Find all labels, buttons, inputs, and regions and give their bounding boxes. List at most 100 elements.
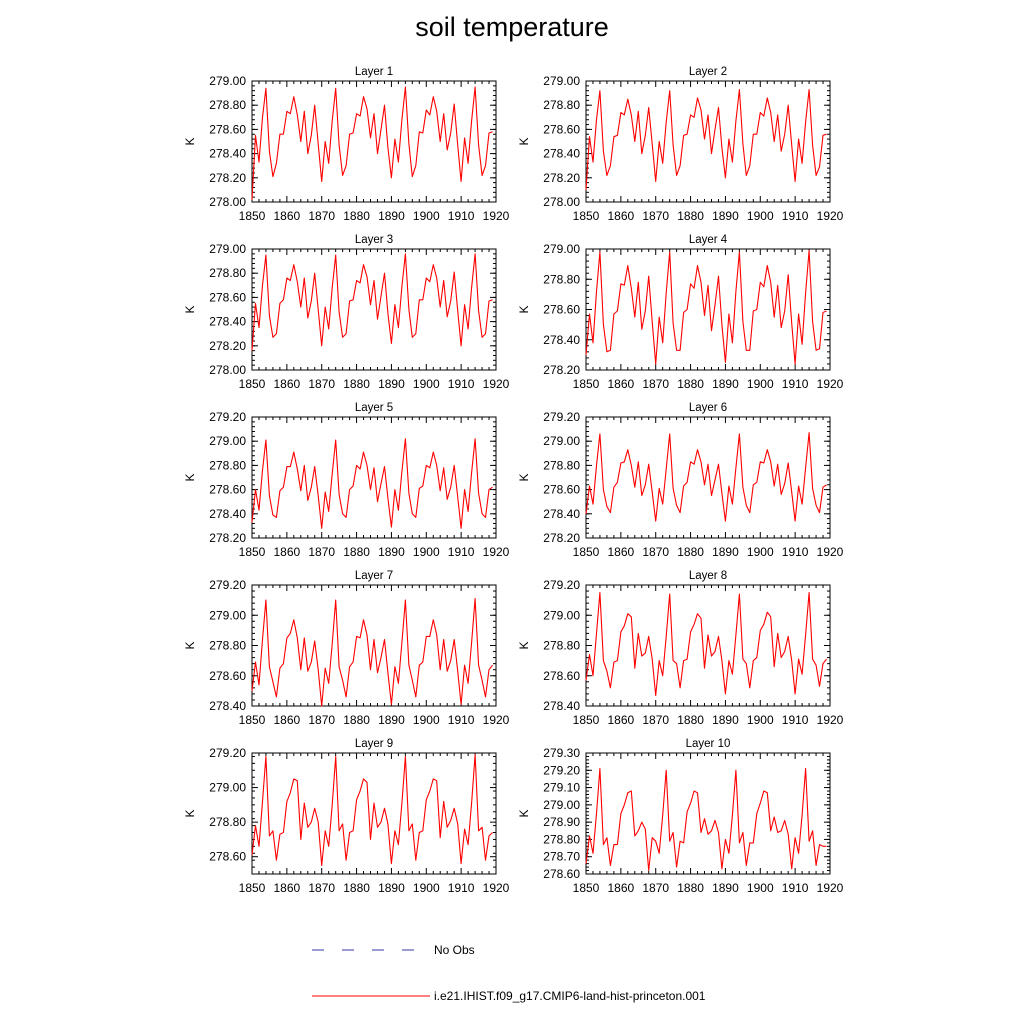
- y-tick-label: 278.40: [543, 333, 580, 347]
- x-tick-label: 1900: [747, 545, 774, 559]
- panel-layer-3: Layer 3 K 1850 1860 1870 1880 1890 1900 1910 1920…: [183, 234, 510, 391]
- x-tick-label: 1860: [608, 377, 635, 391]
- y-axis-label: K: [517, 473, 531, 481]
- y-tick-label: 279.00: [209, 242, 246, 256]
- plot-frame: [585, 584, 831, 707]
- y-tick-label: 278.20: [543, 531, 580, 545]
- x-tick-label: 1910: [782, 881, 809, 895]
- panel-title: Layer 7: [355, 570, 393, 582]
- x-tick-label: 1920: [817, 377, 844, 391]
- y-tick-label: 278.70: [543, 850, 580, 864]
- x-tick-label: 1910: [782, 377, 809, 391]
- x-tick-label: 1880: [343, 377, 370, 391]
- y-tick-label: 278.80: [543, 458, 580, 472]
- series-line: [251, 438, 493, 529]
- panel-layer-8: Layer 8 K 1850 1860 1870 1880 1890 1900 1910 1920…: [517, 570, 844, 727]
- x-tick-label: 1910: [782, 545, 809, 559]
- x-tick-label: 1850: [239, 545, 266, 559]
- x-tick-label: 1920: [817, 209, 844, 223]
- y-tick-label: 278.80: [543, 639, 580, 653]
- x-tick-label: 1910: [448, 881, 475, 895]
- panel-title: Layer 6: [689, 402, 727, 414]
- y-tick-label: 279.00: [209, 608, 246, 622]
- y-tick-label: 279.00: [209, 781, 246, 795]
- y-tick-label: 279.20: [543, 410, 580, 424]
- x-tick-label: 1890: [378, 209, 405, 223]
- x-tick-label: 1910: [782, 209, 809, 223]
- y-tick-label: 278.40: [543, 507, 580, 521]
- x-tick-label: 1880: [677, 713, 704, 727]
- x-tick-label: 1870: [642, 713, 669, 727]
- y-tick-label: 278.60: [543, 483, 580, 497]
- y-tick-label: 279.00: [543, 434, 580, 448]
- y-tick-label: 278.40: [209, 507, 246, 521]
- y-tick-label: 278.80: [209, 458, 246, 472]
- x-tick-label: 1870: [642, 377, 669, 391]
- panel-layer-1: Layer 1 K 1850 1860 1870 1880 1890 1900 1910 1920…: [183, 66, 510, 223]
- panel-layer-4: Layer 4 K 1850 1860 1870 1880 1890 1900 1910 1920…: [517, 234, 844, 391]
- panel-title: Layer 2: [689, 66, 727, 78]
- series-line: [251, 754, 493, 866]
- x-tick-label: 1910: [448, 209, 475, 223]
- x-tick-label: 1900: [413, 377, 440, 391]
- x-tick-label: 1910: [448, 377, 475, 391]
- x-tick-label: 1920: [483, 377, 510, 391]
- y-tick-label: 279.00: [543, 608, 580, 622]
- x-tick-label: 1880: [343, 545, 370, 559]
- x-tick-label: 1870: [308, 713, 335, 727]
- x-tick-label: 1890: [712, 377, 739, 391]
- x-tick-label: 1900: [747, 713, 774, 727]
- x-tick-label: 1860: [274, 545, 301, 559]
- y-tick-label: 278.80: [543, 98, 580, 112]
- x-tick-label: 1850: [573, 713, 600, 727]
- x-tick-label: 1890: [712, 545, 739, 559]
- x-tick-label: 1910: [448, 713, 475, 727]
- legend-label-model: i.e21.IHIST.f09_g17.CMIP6-land-hist-prin…: [434, 989, 706, 1003]
- plot-frame: [251, 752, 497, 875]
- x-tick-label: 1920: [483, 881, 510, 895]
- y-tick-label: 278.80: [543, 272, 580, 286]
- x-tick-label: 1900: [747, 377, 774, 391]
- x-tick-label: 1910: [782, 713, 809, 727]
- panel-layer-10: Layer 10 K 1850 1860 1870 1880 1890 1900 1910 192…: [517, 738, 844, 895]
- x-tick-label: 1850: [239, 881, 266, 895]
- y-tick-label: 279.00: [209, 74, 246, 88]
- x-tick-label: 1850: [239, 713, 266, 727]
- plot-frame: [585, 416, 831, 539]
- y-tick-label: 278.00: [209, 195, 246, 209]
- panel-title: Layer 4: [689, 234, 728, 246]
- y-tick-label: 278.20: [543, 363, 580, 377]
- panel-layer-7: Layer 7 K 1850 1860 1870 1880 1890 1900 1910 1920…: [183, 570, 510, 727]
- x-tick-label: 1870: [642, 881, 669, 895]
- y-tick-label: 278.80: [209, 98, 246, 112]
- x-tick-label: 1860: [274, 209, 301, 223]
- x-tick-label: 1870: [642, 545, 669, 559]
- y-tick-label: 278.60: [209, 122, 246, 136]
- y-axis-label: K: [517, 641, 531, 649]
- y-tick-label: 278.00: [543, 195, 580, 209]
- x-tick-label: 1880: [343, 713, 370, 727]
- x-tick-label: 1900: [413, 209, 440, 223]
- x-tick-label: 1880: [343, 881, 370, 895]
- y-tick-label: 279.10: [543, 781, 580, 795]
- series-line: [251, 86, 493, 200]
- x-tick-label: 1870: [308, 545, 335, 559]
- plot-frame: [585, 80, 831, 203]
- x-tick-label: 1920: [483, 545, 510, 559]
- y-tick-label: 279.00: [543, 798, 580, 812]
- y-tick-label: 279.00: [543, 74, 580, 88]
- x-tick-label: 1890: [378, 713, 405, 727]
- panel-title: Layer 10: [686, 738, 731, 750]
- x-tick-label: 1890: [378, 377, 405, 391]
- panel-title: Layer 9: [355, 738, 393, 750]
- y-tick-label: 278.60: [209, 290, 246, 304]
- x-tick-label: 1850: [239, 377, 266, 391]
- series-line: [251, 598, 493, 707]
- y-tick-label: 278.40: [209, 315, 246, 329]
- y-tick-label: 279.20: [209, 410, 246, 424]
- plot-frame: [585, 248, 831, 371]
- panel-title: Layer 3: [355, 234, 393, 246]
- x-tick-label: 1880: [677, 545, 704, 559]
- y-tick-label: 278.60: [543, 303, 580, 317]
